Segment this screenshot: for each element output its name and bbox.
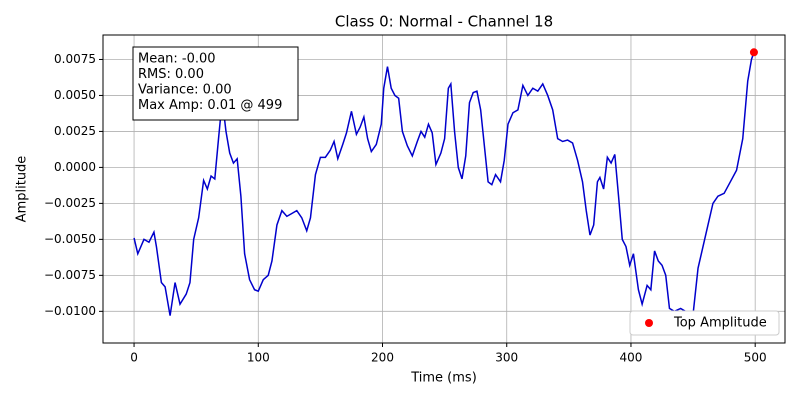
stats-line: Variance: 0.00 xyxy=(138,83,232,98)
stats-line: RMS: 0.00 xyxy=(138,67,204,82)
x-axis-label: Time (ms) xyxy=(410,371,477,386)
top-point xyxy=(749,48,758,57)
chart-title: Class 0: Normal - Channel 18 xyxy=(335,13,553,31)
legend-label: Top Amplitude xyxy=(673,316,767,331)
y-tick-label: −0.0050 xyxy=(44,232,96,246)
line-series xyxy=(133,52,755,316)
stats-box xyxy=(132,46,299,121)
x-tick-label: 300 xyxy=(495,351,518,365)
y-tick-label: 0.0075 xyxy=(54,52,96,66)
y-tick-label: −0.0025 xyxy=(44,196,96,210)
y-tick-label: 0.0050 xyxy=(54,88,96,102)
y-tick-label: −0.0100 xyxy=(44,304,96,318)
x-tick-label: 100 xyxy=(247,351,270,365)
y-axis-label: Amplitude xyxy=(15,156,30,223)
y-tick-label: −0.0075 xyxy=(44,268,96,282)
legend-box xyxy=(629,310,780,336)
y-tick-label: 0.0025 xyxy=(54,124,96,138)
legend-marker xyxy=(645,319,653,327)
x-tick-label: 400 xyxy=(620,351,643,365)
axes-frame xyxy=(102,34,786,344)
stats-line: Mean: -0.00 xyxy=(138,52,216,67)
y-tick-label: 0.0000 xyxy=(54,160,96,174)
stats-line: Max Amp: 0.01 @ 499 xyxy=(138,98,282,113)
x-tick-label: 0 xyxy=(130,351,138,365)
x-tick-label: 500 xyxy=(744,351,767,365)
x-tick-label: 200 xyxy=(371,351,394,365)
